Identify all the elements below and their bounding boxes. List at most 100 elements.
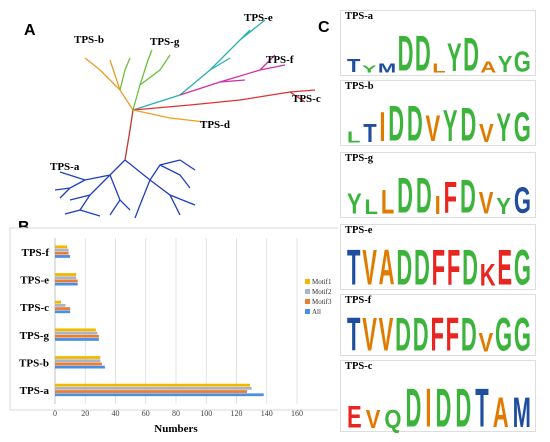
logo-letter: T bbox=[347, 307, 361, 362]
tps-d-clade bbox=[132, 109, 206, 123]
logo-letter: V bbox=[478, 117, 494, 148]
logo-letter: V bbox=[478, 326, 494, 358]
chart-frame bbox=[9, 227, 338, 411]
logo-panel-tps-a: TPS-a T Y M D D L Y D A Y G bbox=[340, 10, 536, 82]
bar bbox=[55, 393, 264, 397]
y-tick-label: TPS-e bbox=[20, 275, 49, 287]
logo-letter: Y bbox=[496, 192, 511, 220]
logo-letter: V bbox=[378, 307, 394, 362]
bar bbox=[55, 251, 69, 255]
bar bbox=[55, 356, 101, 359]
bar bbox=[55, 279, 78, 283]
logo-letter: G bbox=[513, 238, 531, 296]
logo-letter: D bbox=[395, 307, 412, 362]
logo-letter: D bbox=[405, 376, 422, 439]
logo-title: TPS-f bbox=[345, 295, 372, 306]
logo-panel-tps-g: TPS-g Y L L D D I F D V Y G bbox=[340, 152, 536, 224]
logo-letter: F bbox=[430, 307, 444, 362]
bar bbox=[55, 331, 98, 335]
logo-letter: M bbox=[377, 60, 397, 76]
logo-letter: M bbox=[512, 387, 531, 437]
logo-letter: G bbox=[513, 307, 531, 362]
panel-label-a: A bbox=[24, 22, 36, 39]
logo-letter: V bbox=[362, 307, 377, 362]
logo-letter: D bbox=[459, 169, 476, 224]
logo-panel-tps-b: TPS-b L T I D D V Y D V Y G bbox=[340, 80, 536, 152]
logo-letter: F bbox=[446, 238, 461, 296]
logo-letter: Y bbox=[496, 105, 512, 150]
y-tick-label: TPS-g bbox=[20, 330, 50, 342]
logo-letter: Y bbox=[361, 62, 377, 75]
y-tick-label: TPS-a bbox=[20, 385, 50, 397]
logo-letter: L bbox=[364, 194, 378, 219]
tps-a-clade bbox=[54, 159, 196, 219]
x-tick-label: 0 bbox=[53, 409, 57, 418]
logo-letter: D bbox=[415, 166, 432, 224]
logo-letter: A bbox=[492, 387, 509, 437]
logo-title: TPS-g bbox=[345, 153, 374, 164]
logo-letter: E bbox=[347, 398, 362, 435]
logo-letter: D bbox=[397, 24, 414, 82]
logo-letter: G bbox=[513, 179, 531, 222]
bar bbox=[55, 303, 66, 307]
logo-title: TPS-a bbox=[345, 11, 374, 22]
logo-letter: K bbox=[479, 256, 496, 293]
logo-letter: Q bbox=[384, 404, 402, 434]
logo-letter: V bbox=[425, 107, 441, 150]
logo-letter: L bbox=[380, 182, 395, 221]
legend-label: Motif1 bbox=[312, 278, 332, 286]
logo-letter: G bbox=[513, 45, 531, 79]
tree-label-tps-c: TPS-c bbox=[292, 93, 321, 105]
tps-b-clade bbox=[84, 57, 134, 111]
logo-letter: F bbox=[443, 172, 458, 223]
logo-letter: Y bbox=[447, 35, 462, 80]
legend-label: All bbox=[312, 308, 321, 316]
logo-title: TPS-c bbox=[345, 361, 373, 372]
logo-letter: Y bbox=[347, 187, 362, 221]
logo-letter: D bbox=[435, 376, 452, 439]
logo-letter: E bbox=[497, 238, 513, 296]
bar bbox=[55, 273, 77, 276]
bar bbox=[55, 362, 102, 366]
tps-e-clade bbox=[132, 19, 266, 111]
tree-label-tps-b: TPS-b bbox=[74, 34, 104, 46]
legend-swatch bbox=[305, 289, 310, 294]
logo-letter: V bbox=[362, 238, 377, 296]
bar bbox=[55, 386, 252, 390]
logo-title: TPS-b bbox=[345, 81, 374, 92]
tps-f-clade bbox=[179, 54, 286, 96]
bar bbox=[55, 310, 71, 314]
logo-letter: T bbox=[363, 117, 377, 148]
x-tick-label: 80 bbox=[172, 409, 180, 418]
logo-letter: D bbox=[388, 94, 405, 152]
logo-letter: Y bbox=[442, 100, 458, 151]
y-tick-label: TPS-b bbox=[19, 358, 49, 370]
bar bbox=[55, 276, 77, 280]
motif-bar-chart: 0 20 40 60 80 100 120 140 160 TPS-f TPS-e TPS-c TPS-… bbox=[9, 227, 338, 435]
logo-letter: D bbox=[396, 238, 413, 296]
logo-letter: L bbox=[432, 60, 446, 76]
legend-swatch bbox=[305, 279, 310, 284]
legend-label: Motif3 bbox=[312, 298, 332, 306]
y-tick-label: TPS-f bbox=[22, 247, 50, 259]
logo-letter: G bbox=[513, 102, 531, 151]
x-axis-label: Numbers bbox=[154, 423, 198, 435]
logo-letter: G bbox=[494, 307, 513, 362]
tree-label-tps-e: TPS-e bbox=[244, 12, 273, 24]
logo-letter: I bbox=[434, 189, 441, 220]
tree-label-tps-g: TPS-g bbox=[150, 36, 180, 48]
logo-panel-tps-f: TPS-f T V V D D F F D V G G bbox=[340, 294, 536, 362]
logo-letter: F bbox=[431, 238, 446, 296]
logo-letter: Y bbox=[497, 50, 513, 78]
logo-letter: D bbox=[406, 94, 423, 152]
logo-letter: T bbox=[347, 238, 361, 296]
bar bbox=[55, 328, 96, 332]
logo-letter: T bbox=[475, 376, 489, 439]
phylogenetic-tree bbox=[54, 19, 316, 219]
bar bbox=[55, 334, 99, 338]
bar bbox=[55, 359, 101, 363]
